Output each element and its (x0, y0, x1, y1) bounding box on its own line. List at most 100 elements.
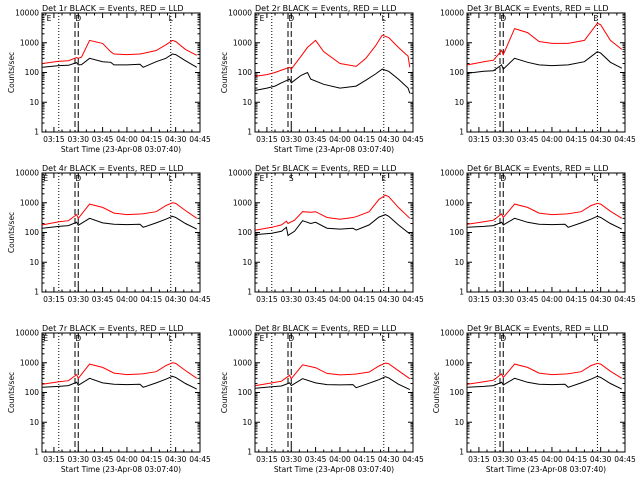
y-tick-label: 10 (242, 98, 252, 107)
event-marker-label: E (260, 174, 265, 183)
y-tick-label: 1000 (445, 38, 464, 47)
x-tick-label: 04:15 (565, 135, 587, 144)
y-tick-label: 10000 (228, 169, 252, 178)
x-tick-label: 03:45 (92, 455, 114, 464)
y-tick-label: 1000 (233, 358, 252, 367)
y-tick-label: 10000 (15, 9, 39, 18)
event-marker-label: E (260, 14, 265, 23)
x-tick-label: 04:30 (378, 135, 400, 144)
x-tick-label: 03:30 (67, 135, 89, 144)
event-marker-label: L (169, 334, 174, 343)
y-tick-label: 10000 (440, 329, 464, 338)
y-axis-label: Counts/sec (7, 372, 16, 413)
event-marker-label: D (75, 174, 81, 183)
x-tick-label: 04:15 (353, 455, 375, 464)
x-tick-label: 04:45 (614, 135, 636, 144)
x-tick-label: 03:30 (280, 455, 302, 464)
x-tick-label: 04:45 (614, 455, 636, 464)
series-line-events (42, 375, 198, 390)
series-line-events (255, 376, 411, 391)
y-tick-label: 10 (242, 258, 252, 267)
event-marker-label: L (594, 174, 599, 183)
x-tick-label: 03:15 (256, 455, 278, 464)
series-line-events (42, 215, 198, 230)
x-tick-label: 04:15 (565, 455, 587, 464)
chart-title: Det 4r BLACK = Events, RED = LLD (42, 164, 184, 173)
x-tick-label: 04:00 (116, 455, 138, 464)
x-tick-label: 03:15 (256, 295, 278, 304)
chart-title: Det 7r BLACK = Events, RED = LLD (42, 324, 184, 333)
x-tick-label: 03:45 (92, 295, 114, 304)
series-line-events (42, 53, 198, 68)
event-marker-label: L (382, 334, 387, 343)
panel-det-5: 1 10 100 1000 10000 03:15 03:30 03:45 04:00 04:15… (228, 164, 424, 304)
x-tick-label: 04:30 (590, 135, 612, 144)
y-tick-label: 100 (450, 68, 465, 77)
y-axis-label: Counts/sec (7, 212, 16, 253)
x-tick-label: 04:00 (541, 295, 563, 304)
y-tick-label: 10000 (228, 329, 252, 338)
y-tick-label: 100 (238, 68, 253, 77)
x-tick-label: 03:30 (67, 295, 89, 304)
x-tick-label: 04:15 (140, 135, 162, 144)
y-tick-label: 1 (34, 448, 39, 457)
panel-det-7: 1 10 100 1000 10000 03:15 03:30 03:45 04:00 04:15… (7, 324, 211, 474)
event-marker-label: E (43, 174, 48, 183)
x-tick-label: 03:45 (305, 455, 327, 464)
event-marker-label: D (75, 334, 81, 343)
y-axis-label: Counts/sec (432, 372, 441, 413)
x-tick-label: 03:15 (468, 135, 490, 144)
x-tick-label: 04:00 (329, 295, 351, 304)
x-tick-label: 03:15 (43, 295, 65, 304)
chart-title: Det 1r BLACK = Events, RED = LLD (42, 4, 184, 13)
event-marker-label: S (289, 174, 294, 183)
y-tick-label: 10000 (228, 9, 252, 18)
x-tick-label: 04:45 (189, 295, 211, 304)
x-axis-label: Start Time (23-Apr-08 03:07:40) (61, 465, 181, 474)
y-tick-label: 100 (450, 388, 465, 397)
panel-det-4: 1 10 100 1000 10000 03:15 03:30 03:45 04:00 04:15… (7, 164, 211, 304)
y-tick-label: 100 (450, 228, 465, 237)
event-marker-label: D (75, 14, 81, 23)
event-marker-label: E (47, 14, 52, 23)
event-marker-label: D (288, 14, 294, 23)
y-tick-label: 10 (29, 418, 39, 427)
x-tick-label: 03:30 (67, 455, 89, 464)
x-tick-label: 04:00 (329, 135, 351, 144)
series-line-lld (467, 202, 623, 225)
event-marker-label: E (260, 334, 265, 343)
x-tick-label: 03:15 (43, 455, 65, 464)
y-axis-label: Counts/sec (220, 52, 229, 93)
x-tick-label: 04:45 (402, 455, 424, 464)
y-tick-label: 1 (247, 288, 252, 297)
x-axis-label: Start Time (23-Apr-08 03:07:40) (61, 145, 181, 154)
panel-det-2: 1 10 100 1000 10000 03:15 03:30 03:45 04:00 04:15… (220, 4, 424, 154)
event-marker-label: D (500, 14, 506, 23)
chart-title: Det 5r BLACK = Events, RED = LLD (255, 164, 397, 173)
series-line-lld (255, 362, 411, 387)
y-tick-label: 1 (247, 128, 252, 137)
y-tick-label: 100 (25, 388, 40, 397)
y-tick-label: 10 (242, 418, 252, 427)
y-axis-label: Counts/sec (220, 372, 229, 413)
event-marker-label: D (288, 334, 294, 343)
panel-det-6: 1 10 100 1000 10000 03:15 03:30 03:45 04:00 04:15… (440, 164, 636, 304)
x-tick-label: 04:30 (165, 135, 187, 144)
event-marker-label: L (382, 14, 387, 23)
y-tick-label: 1000 (20, 38, 39, 47)
x-axis-label: Start Time (23-Apr-08 03:07:40) (274, 145, 394, 154)
y-tick-label: 100 (238, 388, 253, 397)
x-tick-label: 04:45 (402, 135, 424, 144)
y-tick-label: 10 (454, 98, 464, 107)
x-tick-label: 03:45 (305, 135, 327, 144)
event-marker-label: D (500, 334, 506, 343)
x-tick-label: 03:30 (280, 135, 302, 144)
x-tick-label: 04:30 (590, 455, 612, 464)
x-tick-label: 04:00 (116, 295, 138, 304)
x-tick-label: 03:30 (492, 455, 514, 464)
x-tick-label: 04:15 (353, 295, 375, 304)
y-tick-label: 1 (459, 288, 464, 297)
